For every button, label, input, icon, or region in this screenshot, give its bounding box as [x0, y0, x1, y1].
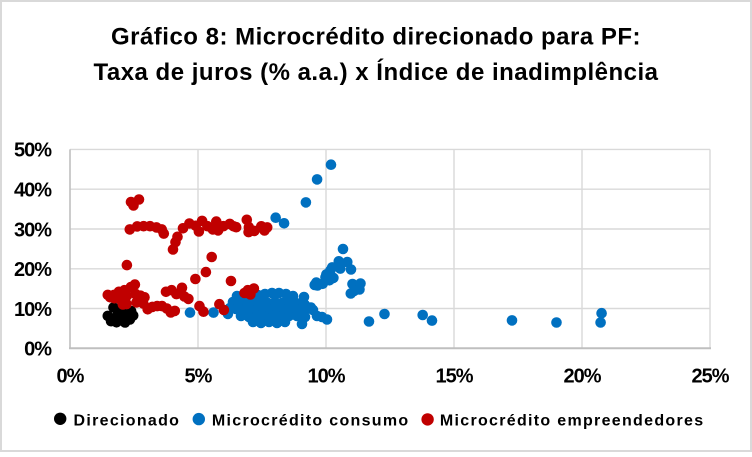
svg-text:20%: 20% — [14, 259, 52, 281]
svg-text:Microcrédito consumo: Microcrédito consumo — [212, 412, 410, 429]
svg-text:25%: 25% — [691, 366, 729, 388]
svg-text:0%: 0% — [24, 339, 52, 361]
svg-text:30%: 30% — [14, 219, 52, 241]
svg-text:10%: 10% — [307, 366, 345, 388]
svg-text:Direcionado: Direcionado — [74, 412, 181, 429]
svg-text:Microcrédito empreendedores: Microcrédito empreendedores — [440, 412, 705, 429]
svg-text:Taxa de juros (% a.a.) x Índic: Taxa de juros (% a.a.) x Índice de inadi… — [93, 58, 658, 86]
svg-text:10%: 10% — [14, 299, 52, 321]
svg-text:5%: 5% — [185, 366, 213, 388]
svg-text:40%: 40% — [14, 180, 52, 202]
svg-text:50%: 50% — [14, 140, 52, 162]
svg-text:Gráfico 8: Microcrédito direci: Gráfico 8: Microcrédito direcionado para… — [111, 24, 641, 51]
svg-text:0%: 0% — [57, 366, 85, 388]
svg-text:15%: 15% — [435, 366, 473, 388]
svg-text:20%: 20% — [563, 366, 601, 388]
